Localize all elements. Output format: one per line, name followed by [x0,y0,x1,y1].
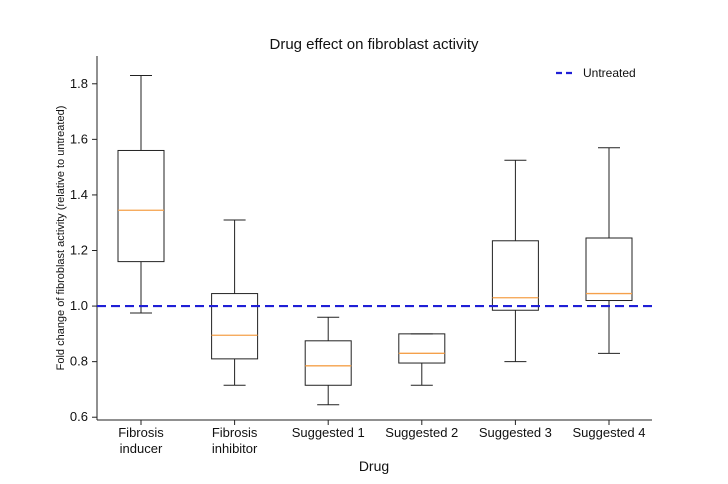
y-tick-label: 1.2 [70,243,88,258]
box-iqr [398,333,446,364]
y-tick-label: 0.8 [70,354,88,369]
plot-area: 0.60.81.01.21.41.61.8 FibrosisinducerFib… [70,56,652,456]
box-series [117,74,633,406]
box-iqr [491,240,539,311]
box-iqr [117,149,165,263]
x-tick-labels: FibrosisinducerFibrosisinhibitorSuggeste… [118,420,646,456]
y-axis-label: Fold change of fibroblast activity (rela… [55,106,67,371]
legend: Untreated [556,66,636,80]
chart-title: Drug effect on fibroblast activity [270,36,479,53]
y-tick-label: 0.6 [70,409,88,424]
y-tick-label: 1.6 [70,131,88,146]
x-tick-label: Suggested 4 [572,425,645,440]
y-tick-label: 1.4 [70,187,88,202]
y-ticks: 0.6 0.8 1.0 1.2 1.4 1.6 1.8 [70,76,97,424]
box-iqr [585,237,633,302]
x-tick-label: inhibitor [212,441,258,456]
y-tick-label: 1.8 [70,76,88,91]
y-tick-label: 1.0 [70,298,88,313]
box-iqr [211,293,259,360]
x-axis-label: Drug [359,458,389,474]
x-tick-label: Suggested 1 [292,425,365,440]
box-iqr [304,340,352,386]
legend-label-untreated: Untreated [583,66,636,80]
x-tick-label: Suggested 2 [385,425,458,440]
x-tick-label: Fibrosis [212,425,258,440]
x-tick-label: Fibrosis [118,425,164,440]
x-tick-label: Suggested 3 [479,425,552,440]
x-tick-label: inducer [120,441,163,456]
